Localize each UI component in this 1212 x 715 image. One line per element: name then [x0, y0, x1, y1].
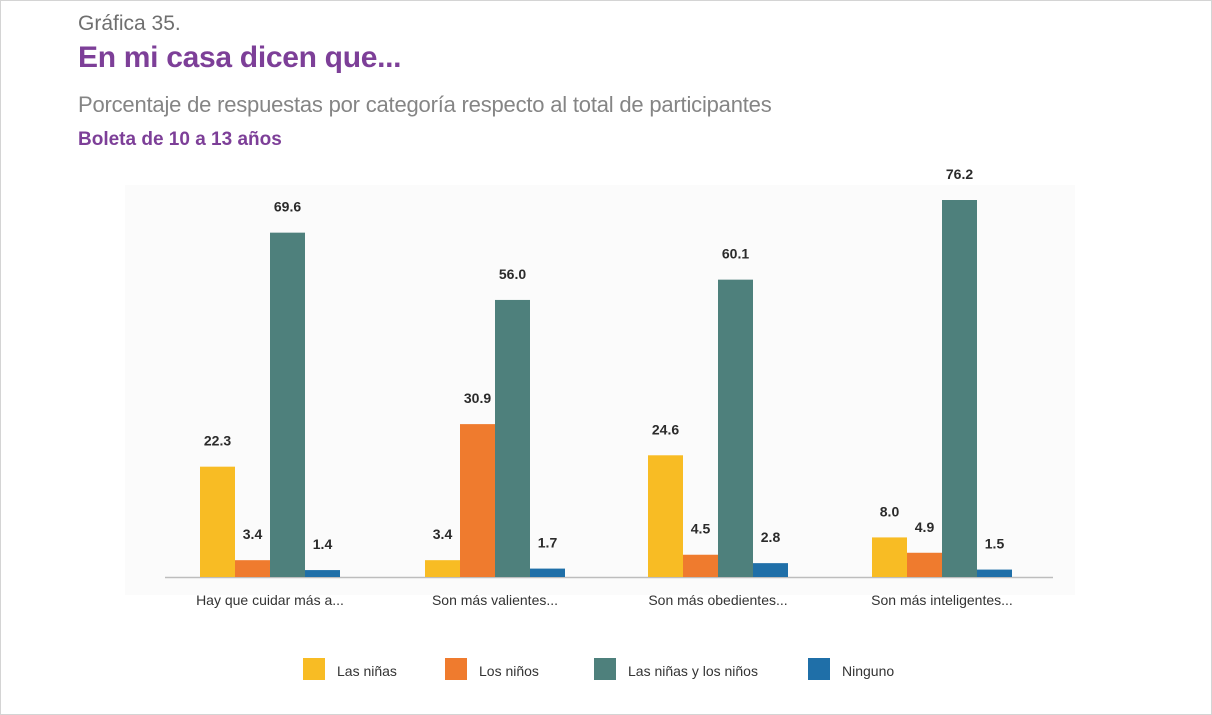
chart-subtitle-group: Boleta de 10 a 13 años [78, 129, 282, 150]
legend-swatch-ambos [594, 658, 616, 680]
data-label-las-ninas-y-los-ninos-1: 69.6 [274, 199, 301, 215]
bar-los-ninos-1 [235, 560, 270, 577]
legend-label-ninguno: Ninguno [842, 663, 895, 679]
data-label-los-ninos-4: 4.9 [915, 519, 935, 535]
data-label-ninguno-2: 1.7 [538, 535, 558, 551]
bar-las-ninas-1 [200, 466, 235, 577]
bar-las-ninas-4 [872, 537, 907, 577]
data-label-las-ninas-4: 8.0 [880, 503, 900, 519]
bar-ninguno-3 [753, 563, 788, 577]
bar-las-ninas-3 [648, 455, 683, 577]
legend-label-las-ninas: Las niñas [337, 663, 397, 679]
chart-subtitle: Porcentaje de respuestas por categoría r… [78, 92, 772, 117]
figure-number: Gráfica 35. [78, 12, 181, 35]
legend-swatch-los-ninos [445, 658, 467, 680]
data-label-ninguno-1: 1.4 [313, 536, 333, 552]
data-label-los-ninos-2: 30.9 [464, 390, 491, 406]
bar-las-ninas-y-los-ninos-2 [495, 299, 530, 577]
data-label-los-ninos-3: 4.5 [691, 521, 711, 537]
data-label-las-ninas-y-los-ninos-3: 60.1 [722, 246, 749, 262]
bar-las-ninas-y-los-ninos-1 [270, 232, 305, 577]
data-label-las-ninas-y-los-ninos-2: 56.0 [499, 266, 526, 282]
chart-title: En mi casa dicen que... [78, 41, 402, 74]
bar-las-ninas-y-los-ninos-3 [718, 279, 753, 577]
data-label-las-ninas-y-los-ninos-4: 76.2 [946, 166, 973, 182]
x-tick-label-1: Hay que cuidar más a... [196, 592, 344, 608]
legend-label-los-ninos: Los niños [479, 663, 539, 679]
bar-los-ninos-4 [907, 552, 942, 577]
legend-swatch-las-ninas [303, 658, 325, 680]
x-tick-label-2: Son más valientes... [432, 592, 558, 608]
x-tick-label-3: Son más obedientes... [648, 592, 787, 608]
bar-ninguno-4 [977, 569, 1012, 577]
data-label-las-ninas-2: 3.4 [433, 526, 453, 542]
bar-las-ninas-y-los-ninos-4 [942, 200, 977, 577]
data-label-los-ninos-1: 3.4 [243, 526, 263, 542]
bar-las-ninas-2 [425, 560, 460, 577]
bar-ninguno-1 [305, 570, 340, 577]
bar-ninguno-2 [530, 568, 565, 577]
data-label-ninguno-4: 1.5 [985, 536, 1005, 552]
legend: Las niñas Los niños Las niñas y los niño… [0, 655, 1212, 689]
legend-swatch-ninguno [808, 658, 830, 680]
bar-los-ninos-3 [683, 554, 718, 577]
data-label-las-ninas-3: 24.6 [652, 421, 679, 437]
data-label-ninguno-3: 2.8 [761, 529, 781, 545]
x-tick-label-4: Son más inteligentes... [871, 592, 1013, 608]
legend-label-ambos: Las niñas y los niños [628, 663, 758, 679]
bar-los-ninos-2 [460, 424, 495, 577]
data-label-las-ninas-1: 22.3 [204, 433, 231, 449]
